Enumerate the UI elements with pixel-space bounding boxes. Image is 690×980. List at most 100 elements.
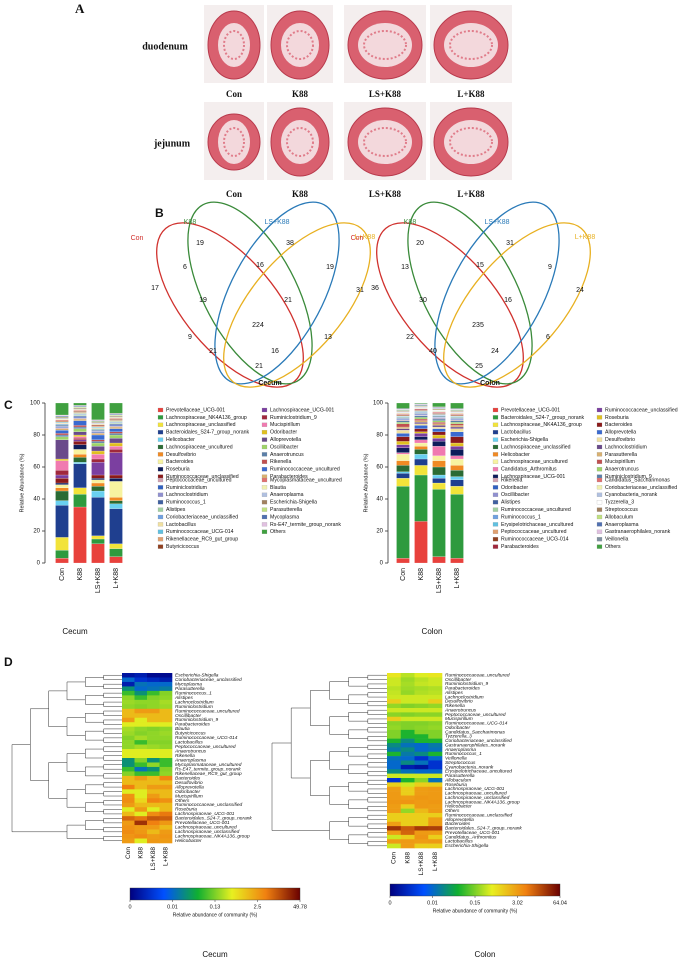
heatmap-cell xyxy=(134,740,148,745)
legend-label: Lactobacillus xyxy=(501,430,531,436)
heatmap-cell xyxy=(400,708,415,713)
dendrogram xyxy=(367,727,387,733)
bar-segment xyxy=(109,421,123,423)
venn-set xyxy=(187,201,313,385)
legend-swatch xyxy=(596,477,603,483)
bar-segment xyxy=(450,425,464,428)
heatmap-cell xyxy=(122,744,135,750)
dendrogram xyxy=(48,762,67,799)
heatmap-cell xyxy=(428,808,443,814)
heatmap-cell xyxy=(428,769,443,774)
heatmap-cell xyxy=(159,798,173,804)
y-tick-label: 60 xyxy=(33,465,40,471)
row-label: Mucispirillum xyxy=(175,793,203,799)
heatmap-cell xyxy=(122,704,135,710)
heatmap-cell xyxy=(387,813,402,818)
x-tick-label: K88 xyxy=(418,568,425,581)
legend-swatch xyxy=(261,500,268,505)
heatmap-cell xyxy=(387,769,402,774)
dendrogram xyxy=(367,736,387,742)
legend-label: Bacteroides xyxy=(166,459,194,465)
bar-segment xyxy=(91,439,105,442)
heatmap-cell xyxy=(159,708,173,714)
bar-segment xyxy=(109,500,123,504)
row-label: Gastranaerophilales_norank xyxy=(445,742,506,748)
bar-segment xyxy=(73,408,87,410)
heatmap-cell xyxy=(147,838,160,844)
row-label: Ruminococcus_1 xyxy=(445,751,482,757)
bar-segment xyxy=(109,422,123,424)
colorbar-label: Relative abundance of community (%) xyxy=(433,908,518,914)
legend-swatch xyxy=(261,437,268,442)
heatmap-cell xyxy=(414,782,429,788)
legend-swatch xyxy=(492,415,499,420)
bar-segment xyxy=(432,460,446,468)
legend-swatch xyxy=(157,437,164,442)
heatmap-cell xyxy=(159,731,173,736)
dendrogram xyxy=(103,710,122,716)
heatmap-cell xyxy=(159,695,173,701)
legend-swatch xyxy=(492,437,499,442)
row-label: Desulfovibrio xyxy=(175,780,203,786)
heatmap-cell xyxy=(400,782,415,788)
heatmap-cell xyxy=(147,708,160,714)
legend-label: Prevotellaceae_UCG-001 xyxy=(166,407,225,413)
bar-segment xyxy=(396,436,410,442)
heatmap-cell xyxy=(134,802,148,808)
legend-label: Allobaculum xyxy=(605,514,633,520)
legend-swatch xyxy=(596,492,603,497)
heatmap-cell xyxy=(159,807,173,812)
legend-label: Lachnospiraceae_UCG-001 xyxy=(270,407,334,413)
bar-segment xyxy=(73,417,87,419)
dendrogram xyxy=(329,786,349,805)
heatmap-cell xyxy=(122,690,135,696)
heatmap-cell xyxy=(122,708,135,714)
bar-segment xyxy=(396,454,410,461)
venn-count: 22 xyxy=(406,334,414,341)
legend-swatch xyxy=(157,415,164,420)
heatmap-cell xyxy=(122,829,135,835)
heatmap-cell xyxy=(387,826,402,831)
bar-segment xyxy=(91,426,105,428)
legend-label: Alistipes xyxy=(501,500,521,506)
bar-segment xyxy=(73,411,87,413)
row-label: Ruminococcaceae_unclassified xyxy=(445,812,513,818)
dendrogram xyxy=(103,683,122,689)
legend-swatch xyxy=(596,422,603,427)
legend-swatch xyxy=(492,529,499,534)
tissue-lumen xyxy=(444,120,498,164)
bar-segment xyxy=(73,414,87,416)
venn-count: 19 xyxy=(196,240,204,247)
bar-segment xyxy=(109,503,123,509)
bar-segment xyxy=(414,417,428,420)
bar-segment xyxy=(109,428,123,432)
bar-segment xyxy=(55,505,69,538)
heatmap-cell xyxy=(147,762,160,768)
bar-segment xyxy=(450,455,464,460)
heatmap-cell xyxy=(134,758,148,763)
legend-label: Ruminococcaceae_unclassified xyxy=(166,474,239,480)
bar-segment xyxy=(91,425,105,427)
row-label: Lachnoclostridium xyxy=(175,699,214,705)
bar-segment xyxy=(91,454,105,460)
bar-segment xyxy=(109,419,123,421)
bar-segment xyxy=(91,428,105,430)
heatmap-cell xyxy=(387,760,402,766)
bar-segment xyxy=(109,425,123,427)
heatmap-cell xyxy=(122,726,135,732)
bar-segment xyxy=(396,478,410,487)
heatmap-cell xyxy=(122,699,135,705)
heatmap-cell xyxy=(159,816,173,821)
bar-segment xyxy=(73,431,87,436)
heatmap-cell xyxy=(414,839,429,844)
bar-segment xyxy=(91,441,105,444)
legend-label: Rs-E47_termite_group_norank xyxy=(270,522,341,528)
row-label: Candidatus_Saccharimonas xyxy=(445,729,506,735)
dendrogram xyxy=(310,760,330,796)
heatmap-title: Colon xyxy=(475,950,496,959)
heatmap-cell xyxy=(414,703,429,709)
legend-label: Parasutterella xyxy=(605,452,637,458)
venn-count: 235 xyxy=(472,322,484,329)
heatmap-cell xyxy=(159,713,173,719)
heatmap-cell xyxy=(414,813,429,818)
